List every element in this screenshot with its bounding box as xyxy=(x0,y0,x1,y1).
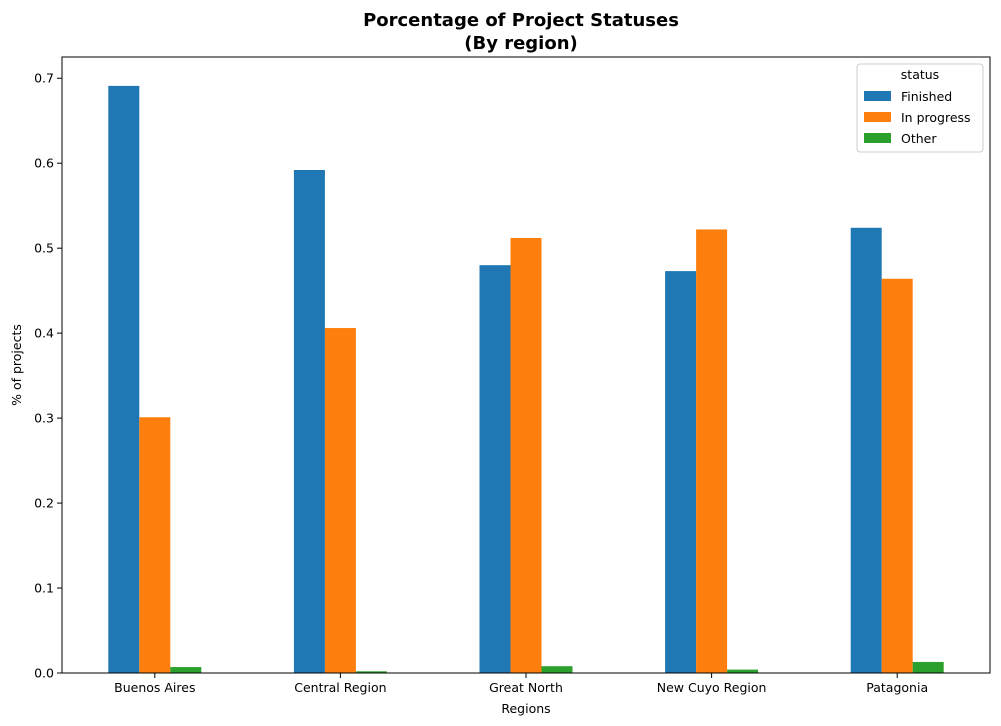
chart-subtitle: (By region) xyxy=(464,33,578,54)
y-tick-label: 0.0 xyxy=(34,666,54,681)
y-tick-label: 0.7 xyxy=(34,71,54,86)
y-tick-label: 0.2 xyxy=(34,496,54,511)
y-tick-label: 0.5 xyxy=(34,241,54,256)
bar-other xyxy=(170,667,202,673)
bar-other xyxy=(355,671,387,673)
plot-frame xyxy=(61,56,991,674)
x-tick-label: Great North xyxy=(489,680,563,695)
legend-entry: In progress xyxy=(901,110,971,125)
bar-finished xyxy=(479,265,511,673)
y-tick-label: 0.4 xyxy=(34,326,54,341)
bar-in-progress xyxy=(139,417,171,673)
bar-other xyxy=(912,661,944,673)
y-tick-label: 0.1 xyxy=(34,581,54,596)
x-tick-label: Patagonia xyxy=(866,680,928,695)
bar-finished xyxy=(850,227,882,673)
legend-title: status xyxy=(901,67,939,82)
legend-entry: Finished xyxy=(901,89,952,104)
bar-finished xyxy=(665,271,697,673)
legend-swatch xyxy=(864,91,891,101)
x-tick-label: Central Region xyxy=(294,680,386,695)
legend-entry: Other xyxy=(901,131,937,146)
x-tick-label: New Cuyo Region xyxy=(657,680,767,695)
legend-swatch xyxy=(864,133,891,143)
bar-other xyxy=(727,669,759,673)
legend: status Finished In progress Other xyxy=(856,63,984,153)
x-tick-label: Buenos Aires xyxy=(114,680,195,695)
bar-in-progress xyxy=(881,278,913,673)
bar-other xyxy=(541,666,573,673)
chart-title: Porcentage of Project Statuses xyxy=(363,10,679,31)
y-axis-label: % of projects xyxy=(9,324,24,406)
bar-in-progress xyxy=(510,237,542,673)
legend-swatch xyxy=(864,112,891,122)
x-axis-label: Regions xyxy=(501,701,550,716)
legend-box xyxy=(856,63,984,153)
y-tick-label: 0.3 xyxy=(34,411,54,426)
bar-finished xyxy=(293,170,325,673)
bar-in-progress xyxy=(324,328,356,673)
bar-in-progress xyxy=(696,229,728,674)
bar-finished xyxy=(108,85,140,673)
y-tick-label: 0.6 xyxy=(34,156,54,171)
